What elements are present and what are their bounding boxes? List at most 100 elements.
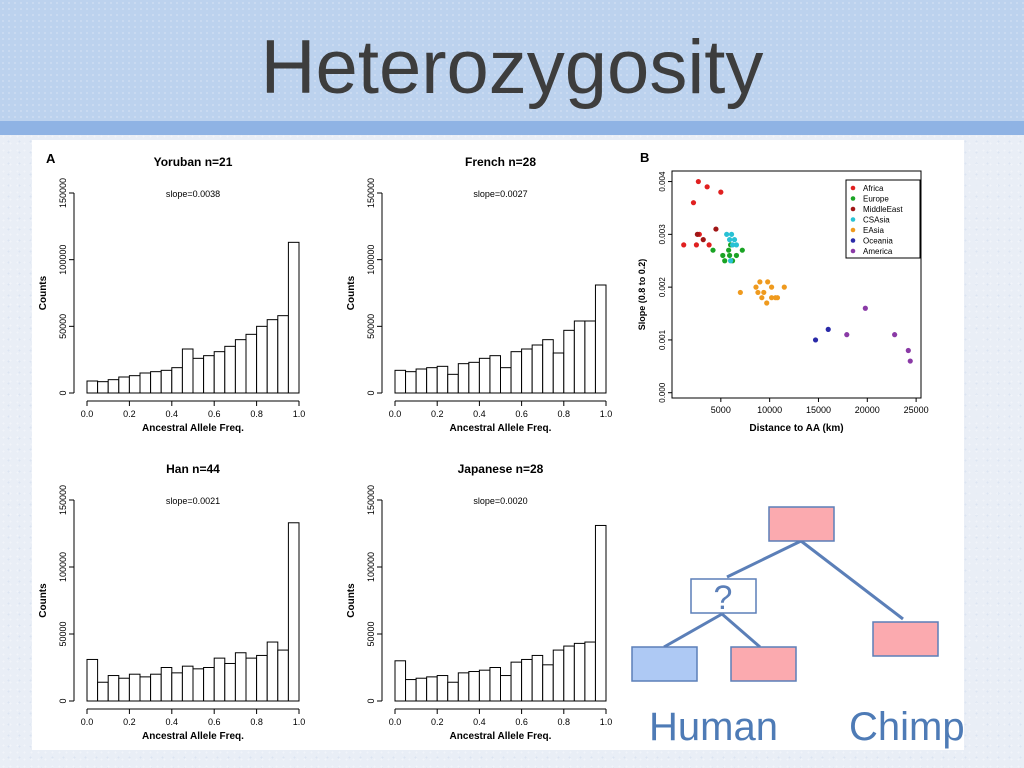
scatter-point-easia [769,284,775,290]
x-tick-label: 0.0 [389,409,402,419]
histogram-3: Han n=44 slope=0.0021 0.0 0.2 0.4 0.6 0.8 1.0 An… [38,462,305,742]
y-tick-label: 150000 [366,178,376,208]
x-tick-label: 0.4 [166,717,179,727]
histogram-bar [150,371,162,394]
histogram-bar [584,641,596,702]
x-tick-label: 1.0 [293,717,306,727]
x-tick-label: 0.6 [208,409,221,419]
x-axis-label: Ancestral Allele Freq. [450,423,552,434]
histogram-bar [266,641,279,702]
histogram-bar [86,658,99,702]
title-stripe [0,121,1024,135]
y-tick-label: 0 [366,698,376,703]
histogram-bar [160,369,173,394]
scatter-x-tick-label: 20000 [855,405,880,415]
histogram-bar [542,664,554,702]
histogram-bar [97,381,109,394]
legend-marker-easia [850,227,856,233]
legend-label-middleeast: MiddleEast [863,205,903,214]
histogram-bar [234,339,247,394]
x-tick-label: 0.0 [81,717,94,727]
tree-edge-root-left [726,539,802,579]
histogram-bar [426,676,438,702]
histogram-bar [266,319,279,394]
y-tick-label: 0 [366,390,376,395]
scatter-layer: 5000 10000 15000 20000 25000 Distance to AA (… [637,170,929,434]
x-tick-label: 0.2 [431,409,444,419]
x-tick-label: 1.0 [600,717,613,727]
histogram-bar [287,522,300,702]
legend-label-africa: Africa [863,184,884,193]
legend-label-oceania: Oceania [863,237,893,246]
scatter-point-europe [739,247,745,253]
histogram-bar [500,675,512,702]
scatter-y-tick-label: 0.001 [658,329,667,350]
tree-edge-root-right [800,539,904,621]
x-tick-label: 0.8 [558,717,571,727]
histogram-bar [160,667,173,702]
scatter-point-america [892,332,898,338]
histogram-title: Han n=44 [166,462,220,476]
y-tick-label: 100000 [58,552,68,582]
histogram-bar [436,365,449,394]
histogram-bar [181,665,194,702]
histogram-title: Yoruban n=21 [154,155,233,169]
x-tick-label: 0.2 [431,717,444,727]
histogram-bar [139,676,152,702]
scatter-point-america [862,305,868,311]
histogram-bar [426,367,438,394]
histogram-bar [171,367,183,394]
histogram-bar [150,673,162,702]
histogram-bar [234,652,247,702]
legend-label-europe: Europe [863,195,889,204]
histogram-bar [447,373,459,394]
legend-label-easia: EAsia [863,226,884,235]
histogram-bar [594,524,607,702]
histogram-bar [531,654,544,702]
histogram-bar [415,677,428,702]
human-label: Human [649,705,778,749]
histogram-bar [287,241,300,394]
x-tick-label: 0.6 [208,717,221,727]
histogram-bar [277,649,289,702]
y-tick-label: 50000 [366,314,376,339]
scatter-point-csasia [724,231,730,237]
panel-letter-b: B [640,150,649,165]
slide-title: Heterozygosity [260,25,764,110]
y-tick-label: 150000 [366,485,376,515]
x-tick-label: 0.8 [250,717,263,727]
tree-root-box [768,506,835,542]
tree-edge-node-human [663,612,723,649]
scatter-point-europe [733,252,740,259]
scatter-point-csasia [727,237,733,243]
y-tick-label: 50000 [58,621,68,646]
histogram-bar [118,376,130,394]
tree-diagram: ? [631,506,939,682]
scatter-point-oceania [825,326,831,332]
x-axis-label: Ancestral Allele Freq. [450,731,552,742]
histogram-2: French n=28 slope=0.0027 0.0 0.2 0.4 0.6 0.8 1.… [346,155,612,434]
scatter-point-america [907,358,913,364]
scatter-point-easia [774,295,781,301]
scatter-x-tick-label: 15000 [806,405,831,415]
scatter-legend-box [845,179,921,259]
legend-marker-middleeast [850,206,856,212]
scatter-y-tick-label: 0.002 [658,277,667,298]
histogram-bar [436,675,449,702]
histogram-bar [171,672,183,702]
histogram-bar [107,379,120,394]
histogram-bar [457,672,470,702]
scatter-point-africa [718,189,724,195]
scatter-x-axis-label: Distance to AA (km) [749,423,843,434]
scatter-point-africa [695,178,701,185]
histogram-bar [478,357,491,394]
tree-human-box [631,646,698,682]
histogram-bar [573,642,586,702]
y-tick-label: 150000 [58,485,68,515]
y-tick-label: 100000 [366,552,376,582]
y-axis-label: Counts [38,583,49,618]
histogram-bar [128,673,141,702]
scatter-point-csasia [733,242,740,248]
x-tick-label: 0.0 [81,409,94,419]
